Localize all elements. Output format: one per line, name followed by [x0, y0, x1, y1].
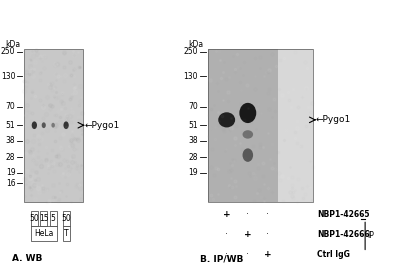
- Text: 51: 51: [6, 121, 15, 130]
- Text: 38: 38: [188, 136, 198, 145]
- Bar: [31, 211, 38, 226]
- Text: +: +: [223, 210, 230, 219]
- Bar: [278, 49, 313, 202]
- Text: +: +: [244, 230, 252, 239]
- Text: 5: 5: [51, 214, 56, 223]
- Ellipse shape: [42, 122, 46, 128]
- Ellipse shape: [51, 123, 55, 128]
- Text: ·: ·: [266, 230, 269, 239]
- Ellipse shape: [218, 112, 235, 127]
- Text: Ctrl IgG: Ctrl IgG: [317, 250, 350, 259]
- Text: ·: ·: [246, 250, 249, 259]
- Ellipse shape: [242, 130, 253, 139]
- Text: NBP1-42666: NBP1-42666: [317, 230, 370, 239]
- Text: ·: ·: [225, 230, 228, 239]
- Text: kDa: kDa: [5, 40, 20, 49]
- Bar: [40, 211, 47, 226]
- Text: ·: ·: [266, 210, 269, 219]
- Text: 50: 50: [61, 214, 71, 223]
- Text: NBP1-42665: NBP1-42665: [317, 210, 370, 219]
- Text: 70: 70: [188, 102, 198, 111]
- Text: 130: 130: [184, 72, 198, 81]
- Text: 70: 70: [6, 102, 15, 111]
- Bar: [208, 49, 313, 202]
- Text: 16: 16: [6, 179, 15, 188]
- Text: IP: IP: [367, 231, 374, 240]
- Text: ←Pygo1: ←Pygo1: [315, 115, 350, 124]
- Text: 50: 50: [30, 214, 39, 223]
- Text: 51: 51: [188, 121, 198, 130]
- Text: ←Pygo1: ←Pygo1: [84, 121, 120, 130]
- Text: 28: 28: [6, 153, 15, 162]
- Bar: [24, 49, 82, 202]
- Bar: [50, 211, 57, 226]
- Text: 250: 250: [184, 47, 198, 56]
- Ellipse shape: [239, 103, 256, 123]
- Text: kDa: kDa: [189, 40, 204, 49]
- Text: ·: ·: [225, 250, 228, 259]
- Bar: [62, 226, 70, 241]
- Ellipse shape: [64, 121, 69, 129]
- Ellipse shape: [32, 121, 37, 129]
- Text: 130: 130: [1, 72, 15, 81]
- Text: 250: 250: [1, 47, 15, 56]
- Text: 38: 38: [6, 136, 15, 145]
- Bar: [208, 49, 278, 202]
- Text: HeLa: HeLa: [34, 229, 54, 238]
- Text: 19: 19: [6, 168, 15, 177]
- Ellipse shape: [242, 148, 253, 162]
- Text: 28: 28: [188, 153, 198, 162]
- Text: T: T: [64, 229, 68, 238]
- Text: 19: 19: [188, 168, 198, 177]
- Text: A. WB: A. WB: [12, 254, 42, 264]
- Bar: [31, 226, 57, 241]
- Bar: [62, 211, 70, 226]
- Text: ·: ·: [246, 210, 249, 219]
- Text: +: +: [264, 250, 272, 259]
- Text: B. IP/WB: B. IP/WB: [200, 254, 243, 264]
- Text: 15: 15: [39, 214, 48, 223]
